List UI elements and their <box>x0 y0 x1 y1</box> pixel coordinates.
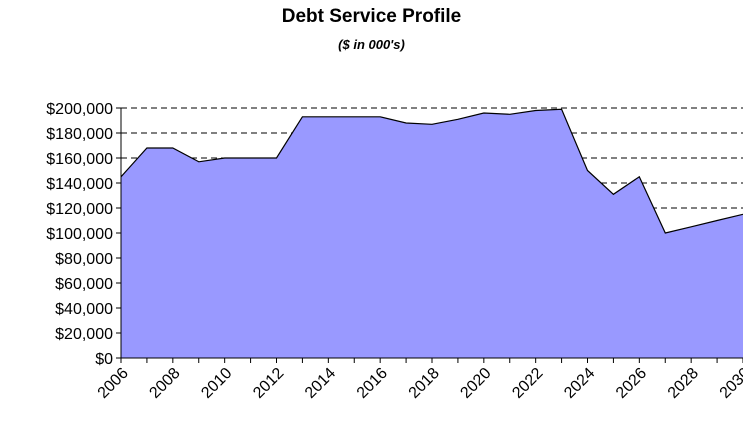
x-tick-label: 2008 <box>146 365 183 402</box>
x-tick-label: 2012 <box>250 365 287 402</box>
x-tick-label: 2026 <box>613 365 650 402</box>
chart-title: Debt Service Profile <box>281 6 462 27</box>
y-tick-label: $60,000 <box>55 276 113 293</box>
y-tick-label: $140,000 <box>46 176 113 193</box>
x-tick-label: 2014 <box>302 365 339 402</box>
y-axis-tick-labels: $0 $20,000 $40,000 $60,000 $80,000 $100,000 $1… <box>46 101 113 368</box>
y-tick-label: $80,000 <box>55 251 113 268</box>
x-tick-label: 2020 <box>457 365 494 402</box>
y-tick-label: $40,000 <box>55 301 113 318</box>
area-series <box>120 108 743 358</box>
x-tick-label: 2028 <box>665 365 702 402</box>
x-tick-label: 2030 <box>717 365 743 402</box>
x-tick-label: 2022 <box>509 365 546 402</box>
x-axis-tick-labels: 2006 2008 2010 2012 2014 2016 2018 2020 2022 2024… <box>95 365 743 402</box>
x-tick-label: 2018 <box>406 365 443 402</box>
x-tick-label: 2024 <box>561 365 598 402</box>
y-tick-label: $200,000 <box>46 101 113 118</box>
x-tick-label: 2016 <box>354 365 391 402</box>
y-tick-label: $180,000 <box>46 126 113 143</box>
y-tick-label: $160,000 <box>46 151 113 168</box>
x-tick-label: 2010 <box>198 365 235 402</box>
y-tick-label: $0 <box>95 351 113 368</box>
area-outline <box>120 108 743 234</box>
y-tick-label: $120,000 <box>46 201 113 218</box>
y-tick-label: $100,000 <box>46 226 113 243</box>
x-tick-label: 2006 <box>95 365 132 402</box>
area-fill <box>121 109 743 358</box>
chart-subtitle: ($ in 000's) <box>338 37 405 52</box>
y-tick-label: $20,000 <box>55 326 113 343</box>
axes <box>116 107 743 363</box>
